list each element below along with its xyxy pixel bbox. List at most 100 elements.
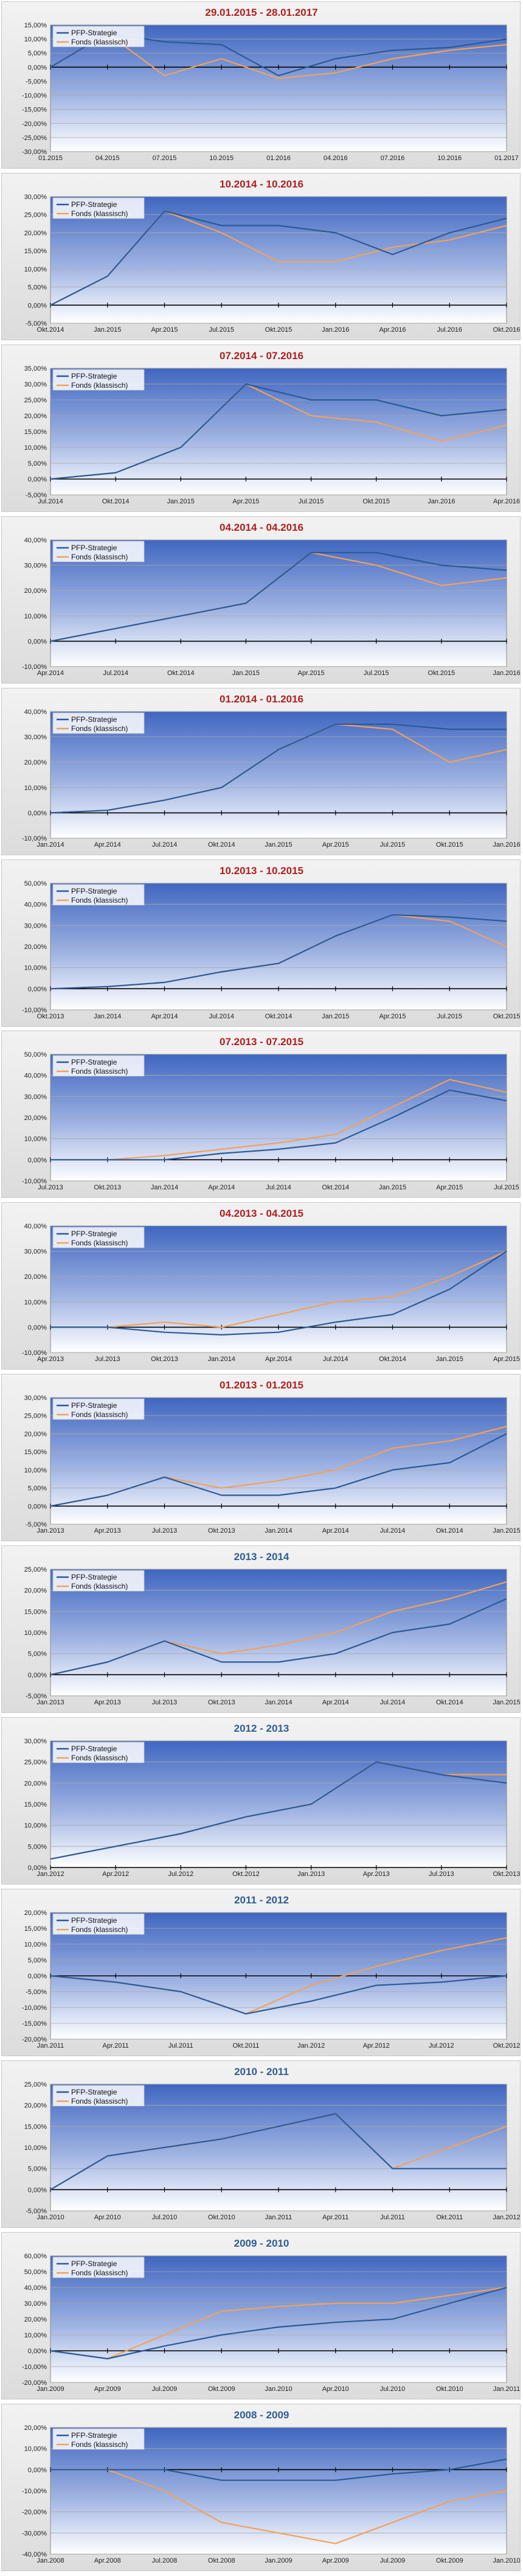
y-tick-label: 20,00% xyxy=(24,1273,47,1281)
x-tick-label: Jul.2013 xyxy=(152,1699,178,1706)
y-tick-label: 0,00% xyxy=(28,810,47,817)
chart-title: 2011 - 2012 xyxy=(234,1894,289,1906)
chart-title: 2008 - 2009 xyxy=(234,2409,289,2421)
y-tick-label: 25,00% xyxy=(24,397,47,404)
series-line-strategy xyxy=(50,1090,507,1161)
x-tick-label: Apr.2012 xyxy=(102,1871,129,1878)
x-tick-label: Jan.2011 xyxy=(37,2042,64,2049)
y-tick-label: 0,00% xyxy=(28,2466,47,2474)
chart-title: 2010 - 2011 xyxy=(234,2065,289,2077)
x-tick-label: Jul.2009 xyxy=(380,2557,406,2564)
y-tick-label: 10,00% xyxy=(24,1941,47,1948)
legend-box xyxy=(52,197,145,219)
y-tick-label: 20,00% xyxy=(24,229,47,237)
chart-title: 04.2014 - 04.2016 xyxy=(219,521,303,533)
x-tick-label: Jul.2015 xyxy=(380,841,406,849)
legend-label: Fonds (klassisch) xyxy=(71,1582,128,1591)
legend-label: PFP-Strategie xyxy=(71,1745,117,1753)
legend-box xyxy=(52,1913,145,1935)
chart-panel: 10.2014 - 10.2016 -5,00% 0,00% 5,00% 10,00% 1… xyxy=(1,172,521,340)
x-tick-label: Jan.2015 xyxy=(94,326,121,334)
y-tick-label: 20,00% xyxy=(24,2102,47,2109)
x-tick-label: Okt.2013 xyxy=(37,1013,64,1020)
y-tick-label: -5,00% xyxy=(26,320,47,327)
legend-box xyxy=(52,541,145,562)
x-tick-label: Jan.2014 xyxy=(265,1527,292,1535)
legend-label: Fonds (klassisch) xyxy=(71,1925,128,1934)
x-tick-label: Jan.2016 xyxy=(322,326,349,334)
y-tick-label: 25,00% xyxy=(24,2081,47,2088)
x-tick-label: Jan.2015 xyxy=(493,1527,520,1535)
y-tick-label: 40,00% xyxy=(24,901,47,908)
chart-svg: -10,00% 0,00% 10,00% 20,00% 30,00% 40,00% Apr.… xyxy=(22,537,521,677)
y-tick-label: 15,00% xyxy=(24,1925,47,1933)
x-tick-label: Apr.2016 xyxy=(379,326,406,334)
x-tick-label: Okt.2009 xyxy=(436,2557,463,2564)
x-tick-label: Jul.2015 xyxy=(299,498,324,505)
x-tick-label: Okt.2010 xyxy=(208,2214,235,2221)
legend-label: Fonds (klassisch) xyxy=(71,1239,128,1247)
y-tick-label: 15,00% xyxy=(24,1801,47,1808)
legend-label: Fonds (klassisch) xyxy=(71,1410,128,1419)
x-tick-label: Okt.2015 xyxy=(265,326,293,334)
y-tick-label: 10,00% xyxy=(24,2445,47,2452)
y-tick-label: 20,00% xyxy=(24,759,47,766)
y-tick-label: 0,00% xyxy=(28,1671,47,1679)
legend-label: Fonds (klassisch) xyxy=(71,2440,128,2449)
y-tick-label: 50,00% xyxy=(24,1051,47,1059)
x-tick-label: Okt.2015 xyxy=(362,498,390,505)
legend-box xyxy=(52,2085,145,2107)
chart-panel: 2008 - 2009 -40,00% -30,00% -20,00% -10,00% 0… xyxy=(1,2403,521,2571)
y-tick-label: 10,00% xyxy=(24,612,47,620)
chart-title: 2013 - 2014 xyxy=(234,1551,289,1563)
x-tick-label: Jan.2014 xyxy=(151,1184,178,1191)
y-tick-label: -10,00% xyxy=(22,1178,47,1185)
x-tick-label: Apr.2011 xyxy=(322,2214,348,2221)
x-tick-label: Jan.2014 xyxy=(265,1699,292,1706)
legend-label: Fonds (klassisch) xyxy=(71,1754,128,1762)
y-tick-label: 30,00% xyxy=(24,381,47,388)
y-tick-label: -10,00% xyxy=(22,2004,47,2012)
legend-label: PFP-Strategie xyxy=(71,544,117,552)
y-tick-label: 10,00% xyxy=(24,2144,47,2152)
x-tick-label: Okt.2013 xyxy=(94,1184,121,1191)
x-tick-label: Jan.2009 xyxy=(265,2557,292,2564)
x-tick-label: Jul.2010 xyxy=(380,2385,406,2393)
y-tick-label: -20,00% xyxy=(22,2036,47,2043)
y-tick-label: -15,00% xyxy=(22,2020,47,2028)
x-tick-label: 01.2017 xyxy=(494,155,519,162)
legend-box xyxy=(52,712,145,733)
y-tick-label: 10,00% xyxy=(24,1299,47,1306)
y-tick-label: -20,00% xyxy=(22,121,47,128)
x-tick-label: Jul.2009 xyxy=(152,2385,178,2393)
x-tick-label: Jan.2013 xyxy=(36,1527,64,1535)
series-line-fund xyxy=(50,1250,507,1328)
x-tick-label: Jan.2015 xyxy=(167,498,195,505)
series-line-strategy xyxy=(50,1761,507,1860)
y-tick-label: 10,00% xyxy=(24,36,47,43)
legend-label: Fonds (klassisch) xyxy=(71,553,128,561)
y-tick-label: 10,00% xyxy=(24,266,47,273)
legend-box xyxy=(52,884,145,905)
y-tick-label: 30,00% xyxy=(24,922,47,929)
x-tick-label: Jan.2013 xyxy=(297,1871,325,1878)
x-tick-label: Okt.2010 xyxy=(436,2385,463,2393)
legend-label: PFP-Strategie xyxy=(71,1916,117,1925)
series-line-fund xyxy=(50,32,507,79)
chart-title: 01.2013 - 01.2015 xyxy=(219,1379,303,1391)
y-tick-label: 10,00% xyxy=(24,1136,47,1143)
legend-label: Fonds (klassisch) xyxy=(71,1067,128,1076)
y-tick-label: -5,00% xyxy=(26,492,47,499)
x-tick-label: Okt.2014 xyxy=(436,1699,463,1706)
chart-title: 2009 - 2010 xyxy=(234,2237,289,2249)
x-tick-label: Apr.2015 xyxy=(322,841,349,849)
y-tick-label: 30,00% xyxy=(24,1395,47,1402)
x-tick-label: 10.2015 xyxy=(209,155,234,162)
x-tick-label: Jul.2016 xyxy=(437,326,462,334)
x-tick-label: Jan.2014 xyxy=(208,1356,235,1363)
legend-label: PFP-Strategie xyxy=(71,372,117,380)
y-tick-label: 40,00% xyxy=(24,2284,47,2292)
y-tick-label: -20,00% xyxy=(22,2508,47,2516)
legend-label: Fonds (klassisch) xyxy=(71,896,128,905)
y-tick-label: 50,00% xyxy=(24,2269,47,2276)
